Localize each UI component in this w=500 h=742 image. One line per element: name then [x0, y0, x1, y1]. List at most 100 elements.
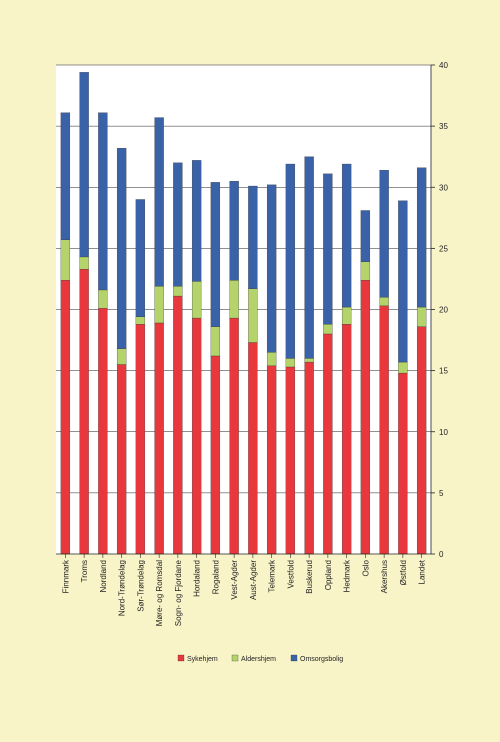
bar-segment [360, 280, 371, 555]
bar-segment [116, 348, 127, 365]
bar-segment [266, 365, 277, 555]
bar-segment [135, 316, 146, 325]
bar-segment [210, 355, 221, 555]
category-label: Telemark [268, 559, 277, 592]
bar-segment [79, 256, 89, 270]
y-tick-labels: 0 5 10 15 20 25 30 35 40 [431, 61, 448, 559]
category-label: Hordaland [193, 560, 202, 597]
bar-segment [229, 180, 239, 281]
legend-label: Sykehjem [187, 656, 218, 663]
bar-segment [416, 306, 427, 327]
bar-segment [116, 147, 127, 349]
bar-segment [229, 317, 239, 555]
bar-segment [60, 112, 71, 240]
category-label: Sogn- og Fjordane [174, 559, 183, 626]
bar-segment [79, 269, 89, 555]
bar-segment [154, 117, 164, 287]
legend: Sykehjem Aldershjem Omsorgsbolig [177, 654, 343, 663]
bar-segment [248, 185, 258, 289]
bar-segment [398, 361, 408, 374]
bar-segment [173, 295, 183, 555]
bar-segment [304, 361, 314, 555]
bar-segment [116, 364, 127, 555]
bar-segment [379, 169, 389, 298]
bar-segment [360, 261, 371, 281]
category-label: Oslo [361, 559, 370, 576]
y-tick-label: 15 [439, 367, 448, 376]
category-label: Landet [418, 559, 427, 584]
category-label: Troms [80, 560, 89, 582]
bar-segment [323, 324, 333, 335]
y-tick-label: 35 [439, 122, 448, 131]
category-label: Buskerud [305, 560, 314, 594]
bar-segment [210, 326, 221, 357]
legend-swatch [290, 654, 298, 662]
bar-segment [341, 306, 352, 325]
bar-segment [191, 160, 202, 282]
category-label: Finnmark [61, 559, 70, 593]
bar-segment [416, 326, 427, 555]
bar-segment [173, 286, 183, 297]
bar-segment [154, 322, 164, 555]
bar-segment [360, 210, 371, 262]
bar-segment [304, 358, 314, 363]
y-tick-label: 30 [439, 183, 448, 192]
y-tick-label: 40 [439, 61, 448, 70]
bar-segment [191, 281, 202, 319]
bar-segment [323, 173, 333, 325]
legend-label: Omsorgsbolig [300, 656, 343, 663]
y-tick-label: 0 [439, 550, 444, 559]
bar-segment [398, 200, 408, 363]
y-tick-label: 10 [439, 428, 448, 437]
y-tick-label: 5 [439, 489, 444, 498]
bar-segment [341, 324, 352, 555]
bar-segment [135, 324, 146, 555]
bar-segment [304, 156, 314, 359]
category-label: Hedmark [343, 559, 352, 592]
bars [60, 72, 427, 555]
bar-segment [323, 333, 333, 555]
category-label: Vest-Agder [230, 560, 239, 600]
bar-segment [98, 112, 108, 291]
bar-segment [191, 317, 202, 555]
bar-segment [379, 297, 389, 306]
bar-segment [248, 288, 258, 343]
category-label: Nord-Trøndelag [118, 560, 127, 616]
category-label: Aust-Agder [249, 560, 258, 600]
category-label: Møre- og Romsdal [155, 560, 164, 626]
legend-swatch [177, 654, 185, 662]
bar-segment [210, 182, 221, 327]
category-label: Akershus [380, 560, 389, 593]
bar-segment [60, 280, 71, 555]
bar-segment [285, 358, 296, 368]
bar-segment [79, 72, 89, 258]
y-tick-label: 20 [439, 306, 448, 315]
category-label: Vestfold [286, 560, 295, 588]
bar-segment [60, 239, 71, 281]
bar-segment [379, 305, 389, 555]
bar-segment [285, 366, 296, 555]
bar-segment [154, 286, 164, 324]
bar-segment [98, 308, 108, 555]
bar-segment [398, 372, 408, 555]
y-tick-label: 25 [439, 244, 448, 253]
bar-segment [135, 199, 146, 317]
category-label: Nordland [99, 560, 108, 592]
category-label: Sør-Trøndelag [136, 560, 145, 612]
bar-segment [285, 163, 296, 359]
bar-segment [266, 184, 277, 353]
bar-segment [248, 342, 258, 555]
legend-swatch [231, 654, 239, 662]
bar-segment [229, 280, 239, 319]
bar-segment [266, 352, 277, 366]
category-label: Østfold [399, 560, 408, 585]
legend-label: Aldershjem [241, 656, 276, 663]
category-labels: Finnmark Troms Nordland Nord-Trøndelag Sør-T… [61, 554, 427, 626]
bar-segment [341, 163, 352, 308]
bar-segment [173, 162, 183, 287]
category-label: Oppland [324, 560, 333, 590]
bar-segment [98, 289, 108, 309]
bar-segment [416, 167, 427, 308]
category-label: Rogaland [211, 560, 220, 594]
